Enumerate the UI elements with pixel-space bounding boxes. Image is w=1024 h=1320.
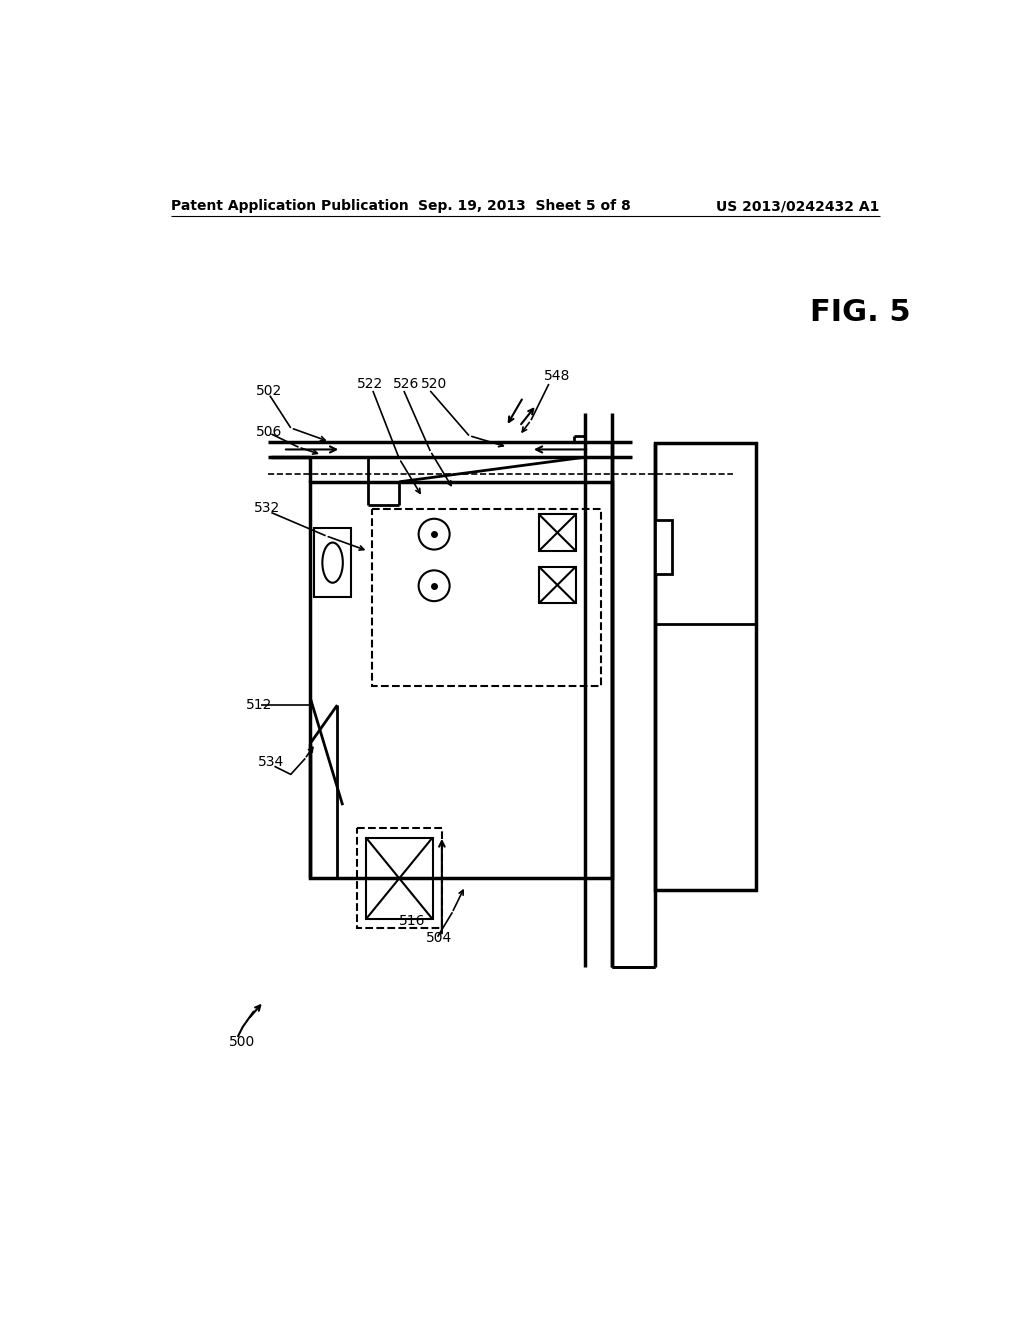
Text: 522: 522 [357,378,384,391]
Text: 512: 512 [246,698,272,711]
Text: 500: 500 [228,1035,255,1049]
Bar [356,829,442,928]
Bar [366,837,432,919]
Text: Sep. 19, 2013  Sheet 5 of 8: Sep. 19, 2013 Sheet 5 of 8 [419,199,631,213]
Bar [539,566,575,603]
Text: 534: 534 [258,755,285,770]
Bar [655,520,672,574]
Bar [655,444,756,890]
Text: 506: 506 [256,425,283,438]
Text: 520: 520 [421,378,447,391]
Text: US 2013/0242432 A1: US 2013/0242432 A1 [717,199,880,213]
Text: 504: 504 [426,931,452,945]
Text: Patent Application Publication: Patent Application Publication [171,199,409,213]
Text: 526: 526 [393,378,420,391]
Text: 502: 502 [256,384,283,397]
Bar [372,508,601,686]
Bar [310,482,612,878]
Bar [539,515,575,552]
Text: FIG. 5: FIG. 5 [810,298,910,327]
Bar [314,528,351,597]
Text: 548: 548 [544,370,570,383]
Text: 532: 532 [254,502,280,515]
Text: 516: 516 [399,913,426,928]
